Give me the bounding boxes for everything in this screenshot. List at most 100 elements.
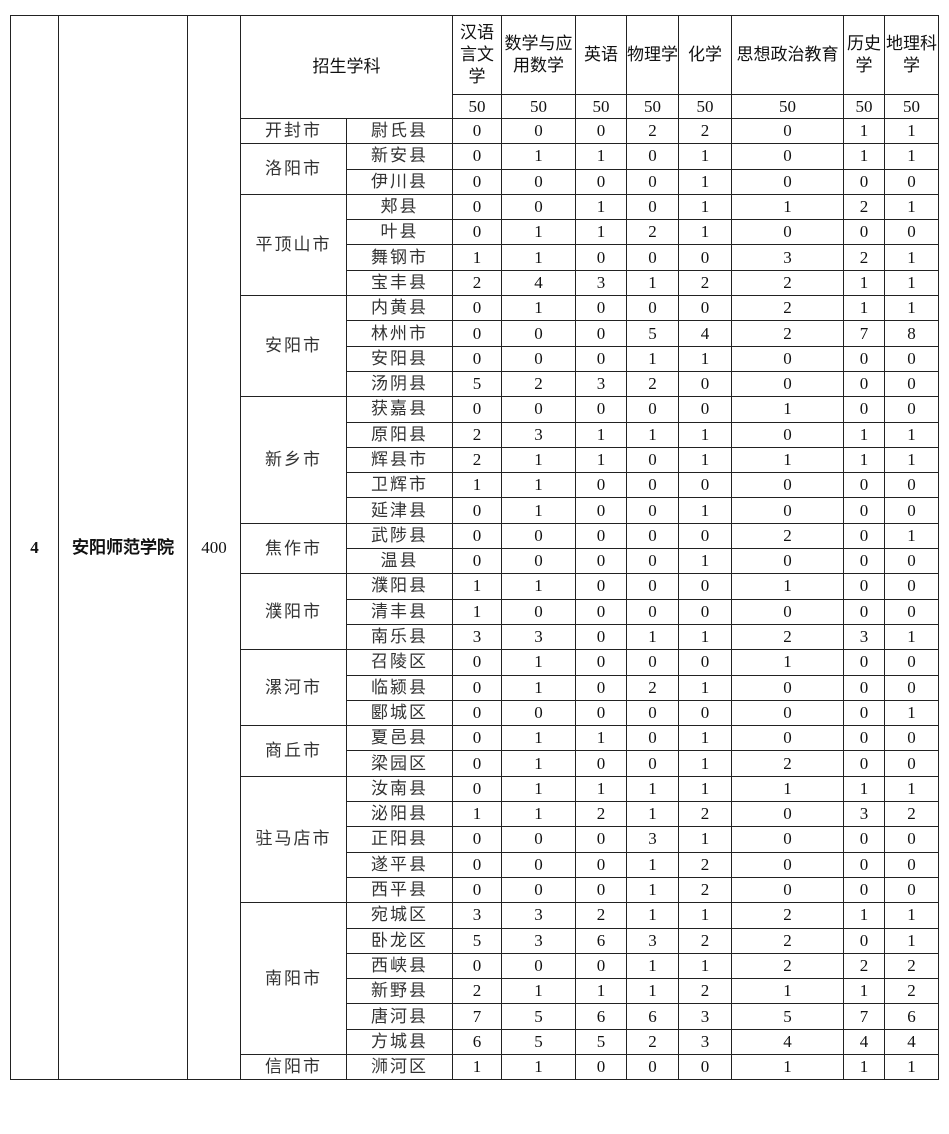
quota-cell: 1 <box>678 143 732 170</box>
quota-cell: 0 <box>884 573 939 600</box>
quota-cell: 1 <box>626 421 679 448</box>
quota-cell: 1 <box>731 396 844 423</box>
quota-cell: 1 <box>731 649 844 676</box>
quota-cell: 0 <box>575 244 627 271</box>
quota-cell: 1 <box>501 472 576 499</box>
county-name: 汤阴县 <box>346 370 453 398</box>
county-name: 新野县 <box>346 978 453 1005</box>
quota-cell: 1 <box>452 244 502 271</box>
quota-cell: 0 <box>731 143 844 170</box>
quota-cell: 2 <box>731 902 844 929</box>
quota-cell: 0 <box>452 193 502 221</box>
quota-cell: 1 <box>626 952 679 980</box>
table-row: 南乐县 3 3 0 1 1 2 3 1 <box>11 623 939 651</box>
county-name: 遂平县 <box>346 851 453 878</box>
quota-cell: 1 <box>575 219 627 246</box>
quota-cell: 2 <box>626 674 679 701</box>
quota-cell: 2 <box>575 902 627 929</box>
quota-cell: 1 <box>575 421 627 448</box>
quota-cell: 0 <box>843 370 885 398</box>
county-name: 夏邑县 <box>346 725 453 752</box>
quota-cell: 0 <box>626 295 679 322</box>
table-row: 遂平县 0 0 0 1 2 0 0 0 <box>11 851 939 878</box>
quota-cell: 0 <box>575 598 627 625</box>
table-row: 驻马店市 汝南县 0 1 1 1 1 1 1 1 <box>11 775 939 904</box>
quota-cell: 0 <box>843 876 885 904</box>
table-row: 平顶山市 郏县 0 0 1 0 1 1 2 1 <box>11 193 939 297</box>
quota-cell: 5 <box>452 927 502 954</box>
quota-cell: 0 <box>501 193 576 221</box>
quota-cell: 0 <box>731 497 844 524</box>
table-row: 西峡县 0 0 0 1 1 2 2 2 <box>11 952 939 980</box>
quota-cell: 1 <box>843 143 885 170</box>
quota-cell: 1 <box>501 750 576 777</box>
city-name: 信阳市 <box>240 1053 347 1081</box>
subject-header: 化学 <box>678 15 732 95</box>
quota-cell: 2 <box>626 117 679 145</box>
quota-cell: 0 <box>843 219 885 246</box>
quota-cell: 3 <box>678 1028 732 1055</box>
quota-cell: 1 <box>501 573 576 600</box>
quota-cell: 1 <box>678 446 732 474</box>
quota-cell: 1 <box>626 902 679 929</box>
subject-header: 思想政治教育 <box>731 15 844 95</box>
quota-cell: 0 <box>452 699 502 727</box>
quota-cell: 3 <box>678 1003 732 1030</box>
quota-cell: 2 <box>731 269 844 297</box>
quota-cell: 2 <box>843 193 885 221</box>
quota-cell: 5 <box>575 1028 627 1055</box>
county-name: 安阳县 <box>346 345 453 372</box>
table-row: 叶县 0 1 1 2 1 0 0 0 <box>11 219 939 246</box>
table-row: 伊川县 0 0 0 0 1 0 0 0 <box>11 168 939 195</box>
quota-cell: 0 <box>501 548 576 575</box>
quota-cell: 1 <box>731 775 844 803</box>
quota-cell: 4 <box>501 269 576 297</box>
quota-cell: 0 <box>626 598 679 625</box>
quota-cell: 2 <box>626 370 679 398</box>
table-row: 开封市 尉氏县 0 0 0 2 2 0 1 1 <box>11 117 939 145</box>
county-name: 临颍县 <box>346 674 453 701</box>
table-row: 原阳县 2 3 1 1 1 0 1 1 <box>11 421 939 448</box>
quota-cell: 0 <box>575 345 627 372</box>
quota-cell: 3 <box>731 244 844 271</box>
table-row: 辉县市 2 1 1 0 1 1 1 1 <box>11 446 939 474</box>
quota-cell: 1 <box>843 1053 885 1081</box>
quota-cell: 1 <box>678 902 732 929</box>
table-row: 梁园区 0 1 0 0 1 2 0 0 <box>11 750 939 777</box>
quota-cell: 2 <box>452 269 502 297</box>
table-row: 西平县 0 0 0 1 2 0 0 0 <box>11 876 939 904</box>
county-name: 尉氏县 <box>346 117 453 145</box>
quota-cell: 0 <box>575 396 627 423</box>
quota-cell: 0 <box>731 725 844 752</box>
quota-cell: 8 <box>884 320 939 347</box>
quota-cell: 0 <box>884 598 939 625</box>
quota-cell: 5 <box>626 320 679 347</box>
quota-cell: 0 <box>626 396 679 423</box>
city-name: 开封市 <box>240 117 347 145</box>
quota-cell: 0 <box>843 548 885 575</box>
quota-cell: 1 <box>452 573 502 600</box>
quota-cell: 1 <box>678 497 732 524</box>
quota-cell: 2 <box>626 219 679 246</box>
county-name: 新安县 <box>346 143 453 170</box>
county-name: 舞钢市 <box>346 244 453 271</box>
quota-cell: 3 <box>501 623 576 651</box>
quota-cell: 0 <box>678 244 732 271</box>
quota-cell: 0 <box>884 396 939 423</box>
quota-cell: 1 <box>501 725 576 752</box>
quota-cell: 0 <box>731 674 844 701</box>
quota-cell: 0 <box>452 826 502 853</box>
quota-cell: 0 <box>501 826 576 853</box>
quota-cell: 0 <box>626 446 679 474</box>
quota-cell: 0 <box>731 345 844 372</box>
table-row: 林州市 0 0 0 5 4 2 7 8 <box>11 320 939 347</box>
table-row: 南阳市 宛城区 3 3 2 1 1 2 1 1 <box>11 902 939 1055</box>
quota-cell: 3 <box>626 826 679 853</box>
quota-cell: 1 <box>501 244 576 271</box>
quota-cell: 0 <box>843 649 885 676</box>
quota-cell: 0 <box>678 396 732 423</box>
quota-cell: 0 <box>575 699 627 727</box>
quota-cell: 1 <box>884 927 939 954</box>
quota-cell: 1 <box>731 446 844 474</box>
quota-cell: 2 <box>731 320 844 347</box>
